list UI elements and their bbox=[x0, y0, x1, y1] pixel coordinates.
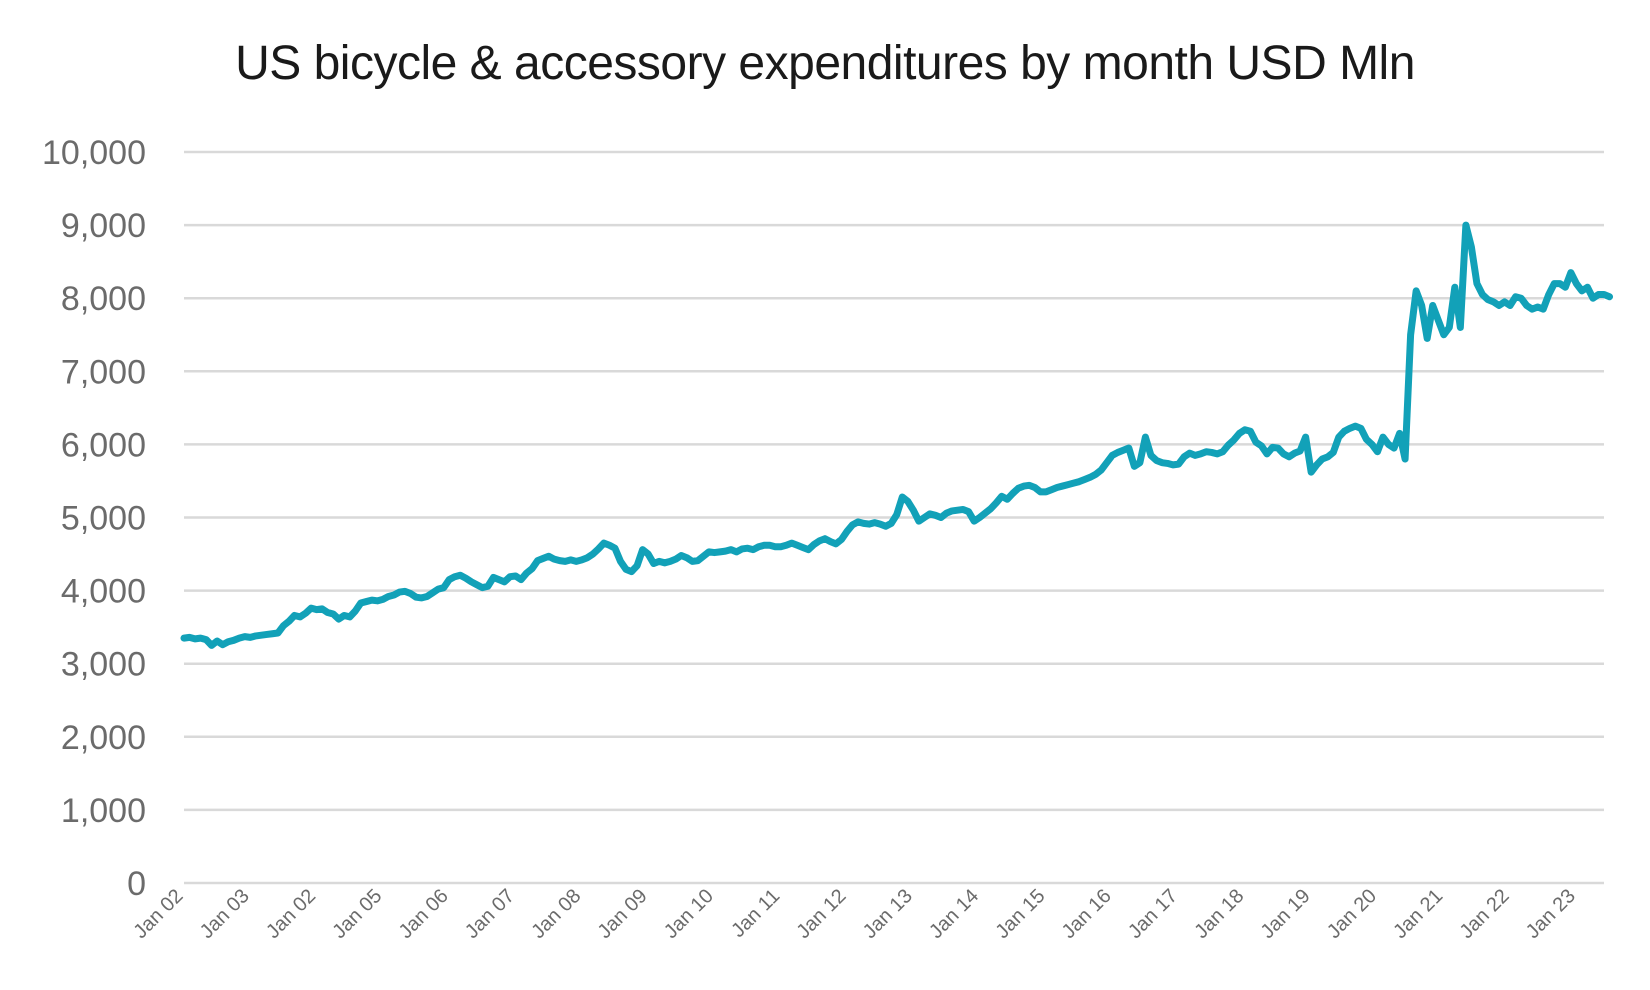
y-tick-label: 9,000 bbox=[61, 207, 146, 245]
x-tick-label: Jan 09 bbox=[594, 885, 652, 943]
x-tick-label: Jan 03 bbox=[196, 885, 254, 943]
y-tick-label: 7,000 bbox=[61, 353, 146, 391]
x-tick-label: Jan 07 bbox=[461, 885, 519, 943]
y-tick-label: 1,000 bbox=[61, 792, 146, 830]
gridlines bbox=[184, 150, 1604, 885]
y-tick-label: 8,000 bbox=[61, 280, 146, 318]
x-tick-label: Jan 13 bbox=[859, 885, 917, 943]
y-axis-ticks: 0 1,000 2,000 3,000 4,000 5,000 6,000 7,000 8,00… bbox=[42, 134, 146, 903]
x-tick-label: Jan 17 bbox=[1124, 885, 1182, 943]
x-tick-label: Jan 15 bbox=[991, 885, 1049, 943]
x-tick-label: Jan 14 bbox=[925, 885, 983, 943]
x-tick-label: Jan 18 bbox=[1190, 885, 1248, 943]
x-tick-label: Jan 16 bbox=[1058, 885, 1116, 943]
x-tick-label: Jan 06 bbox=[395, 885, 453, 943]
y-tick-label: 3,000 bbox=[61, 646, 146, 684]
y-tick-label: 5,000 bbox=[61, 500, 146, 538]
y-tick-label: 6,000 bbox=[61, 426, 146, 464]
x-axis-ticks: Jan 02 Jan 03 Jan 02 Jan 05 Jan 06 Jan 07 Jan … bbox=[130, 885, 1580, 943]
x-tick-label: Jan 21 bbox=[1389, 885, 1447, 943]
x-tick-label: Jan 05 bbox=[328, 885, 386, 943]
series-line bbox=[180, 221, 1614, 649]
x-tick-label: Jan 12 bbox=[793, 885, 851, 943]
y-tick-label: 2,000 bbox=[61, 719, 146, 757]
series-layer bbox=[180, 221, 1614, 649]
x-tick-label: Jan 23 bbox=[1522, 885, 1580, 943]
x-tick-label: Jan 11 bbox=[727, 885, 784, 942]
x-tick-label: Jan 02 bbox=[262, 885, 320, 943]
x-tick-label: Jan 08 bbox=[527, 885, 585, 943]
y-tick-label: 10,000 bbox=[42, 134, 146, 172]
x-tick-label: Jan 19 bbox=[1257, 885, 1315, 943]
x-tick-label: Jan 20 bbox=[1323, 885, 1381, 943]
chart-title: US bicycle & accessory expenditures by m… bbox=[235, 37, 1415, 90]
y-tick-label: 4,000 bbox=[61, 573, 146, 611]
x-tick-label: Jan 22 bbox=[1456, 885, 1514, 943]
x-tick-label: Jan 10 bbox=[660, 885, 718, 943]
y-tick-label: 0 bbox=[127, 865, 146, 903]
